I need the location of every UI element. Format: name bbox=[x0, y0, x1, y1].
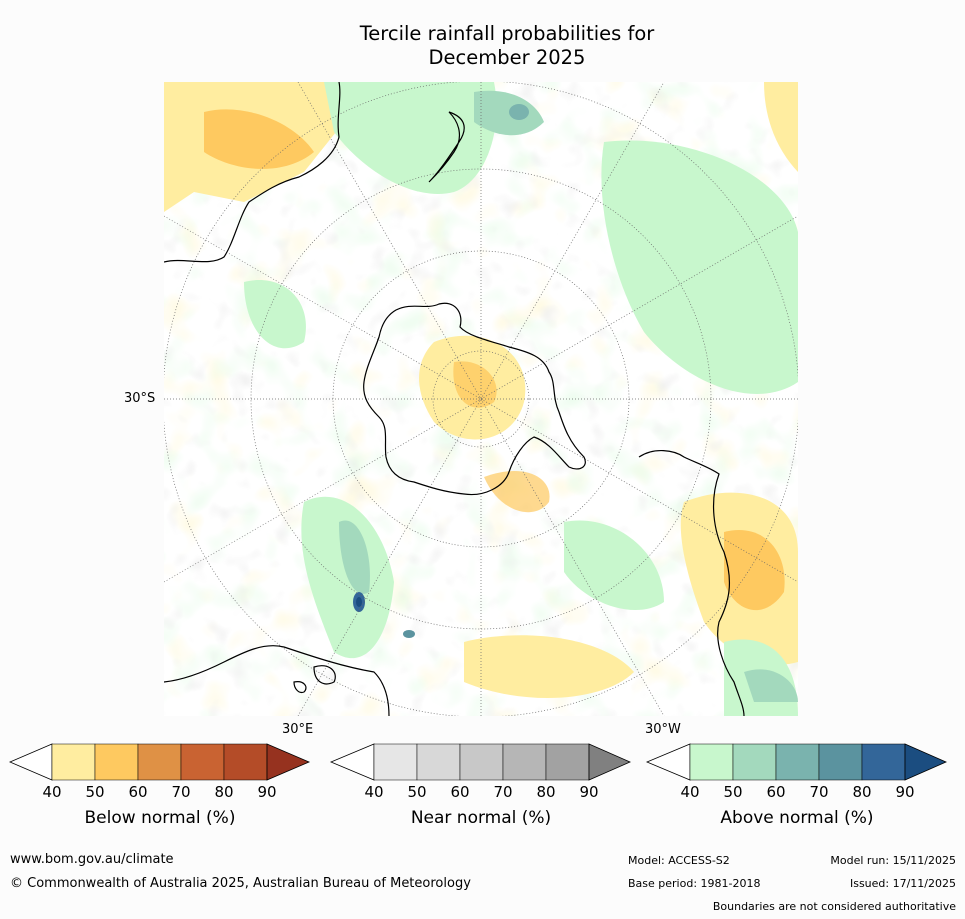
australia-coast bbox=[164, 82, 341, 263]
graticule bbox=[164, 82, 798, 716]
cb1-tick: 50 bbox=[407, 783, 427, 801]
issued-text: Issued: 17/11/2025 bbox=[849, 877, 956, 890]
cb1-swatch-2 bbox=[416, 743, 461, 781]
cb0-tick: 80 bbox=[214, 783, 234, 801]
cb0-tick: 70 bbox=[171, 783, 191, 801]
above-normal-patches bbox=[244, 82, 798, 716]
colorbar-below-normal-svg bbox=[8, 743, 311, 781]
south-america-coast bbox=[638, 450, 745, 716]
cb0-swatch-5 bbox=[223, 743, 268, 781]
cb2-swatch-3 bbox=[775, 743, 820, 781]
cb0-swatch-3 bbox=[137, 743, 182, 781]
cb2-tick: 60 bbox=[766, 783, 786, 801]
cb1-tick: 60 bbox=[450, 783, 470, 801]
cb0-swatch-1 bbox=[51, 743, 96, 781]
cb2-swatch-2 bbox=[732, 743, 777, 781]
colorbar-near-normal bbox=[329, 743, 631, 781]
model-run-text: Model run: 15/11/2025 bbox=[830, 854, 956, 867]
cb2-swatch-5 bbox=[861, 743, 906, 781]
cb0-swatch-2 bbox=[94, 743, 139, 781]
cb0-swatch-0 bbox=[8, 743, 53, 781]
south-polar-rainfall-map bbox=[164, 82, 798, 716]
new-zealand-coast bbox=[428, 111, 465, 183]
cb0-tick: 50 bbox=[85, 783, 105, 801]
cb2-tick: 40 bbox=[680, 783, 700, 801]
cb2-tick: 90 bbox=[895, 783, 915, 801]
cb0-tick: 40 bbox=[42, 783, 62, 801]
website-link[interactable]: www.bom.gov.au/climate bbox=[10, 852, 174, 867]
colorbar-near-normal-svg bbox=[329, 743, 631, 781]
copyright-text: © Commonwealth of Australia 2025, Austra… bbox=[10, 876, 471, 891]
cb2-tick: 70 bbox=[809, 783, 829, 801]
latitude-label-30s: 30°S bbox=[124, 391, 156, 406]
map-svg bbox=[164, 82, 798, 716]
cb1-swatch-0 bbox=[329, 743, 375, 781]
map-title: Tercile rainfall probabilities for Decem… bbox=[0, 22, 965, 70]
cb2-swatch-6 bbox=[904, 743, 947, 781]
cb1-swatch-5 bbox=[545, 743, 590, 781]
cb0-swatch-4 bbox=[180, 743, 225, 781]
cb2-swatch-4 bbox=[818, 743, 863, 781]
cb2-tick: 50 bbox=[723, 783, 743, 801]
cb0-swatch-6 bbox=[266, 743, 311, 781]
antarctica-coast bbox=[363, 302, 586, 496]
longitude-label-30e: 30°E bbox=[282, 722, 314, 737]
cb1-swatch-4 bbox=[502, 743, 547, 781]
model-text: Model: ACCESS-S2 bbox=[628, 854, 730, 867]
cb2-swatch-0 bbox=[645, 743, 691, 781]
cb1-tick: 90 bbox=[579, 783, 599, 801]
boundaries-note: Boundaries are not considered authoritat… bbox=[712, 900, 956, 913]
cb1-tick: 80 bbox=[536, 783, 556, 801]
cb1-tick: 70 bbox=[493, 783, 513, 801]
cb1-swatch-6 bbox=[588, 743, 631, 781]
colorbar-above-normal bbox=[645, 743, 947, 781]
below-normal-patches bbox=[164, 82, 798, 699]
longitude-label-30w: 30°W bbox=[645, 722, 681, 737]
cb0-tick: 90 bbox=[257, 783, 277, 801]
cb2-tick: 80 bbox=[852, 783, 872, 801]
base-period-text: Base period: 1981-2018 bbox=[628, 877, 761, 890]
colorbar-near-normal-label: Near normal (%) bbox=[410, 808, 552, 828]
cb1-swatch-3 bbox=[459, 743, 504, 781]
cb2-swatch-1 bbox=[689, 743, 734, 781]
coastlines bbox=[164, 82, 745, 716]
cb0-tick: 60 bbox=[128, 783, 148, 801]
colorbar-below-normal-label: Below normal (%) bbox=[84, 808, 236, 828]
cb1-swatch-1 bbox=[373, 743, 418, 781]
africa-coast bbox=[164, 645, 390, 716]
map-title-line1: Tercile rainfall probabilities for bbox=[359, 22, 655, 45]
colorbar-below-normal bbox=[8, 743, 311, 781]
map-title-line2: December 2025 bbox=[428, 46, 586, 69]
colorbar-above-normal-label: Above normal (%) bbox=[720, 808, 874, 828]
cb1-tick: 40 bbox=[364, 783, 384, 801]
colorbar-above-normal-svg bbox=[645, 743, 947, 781]
